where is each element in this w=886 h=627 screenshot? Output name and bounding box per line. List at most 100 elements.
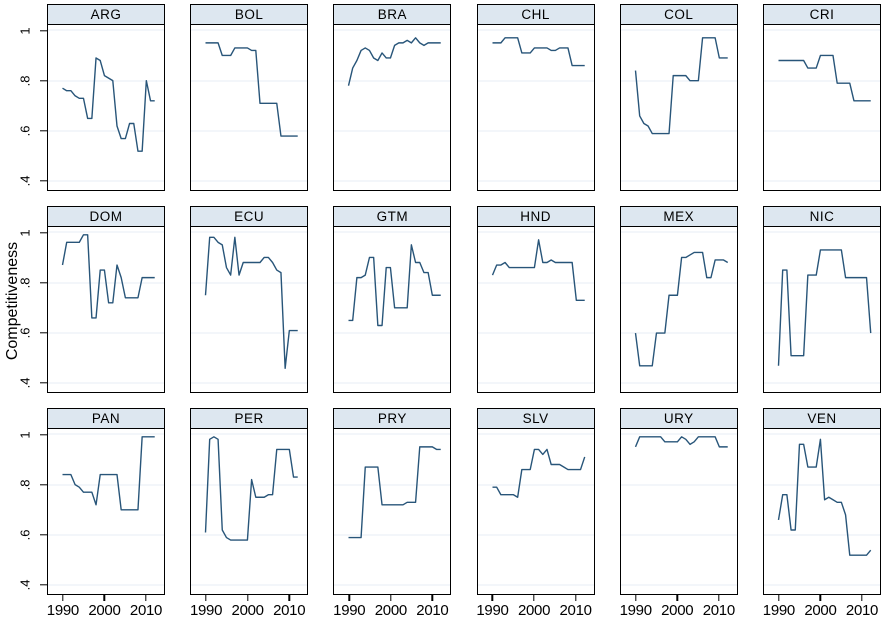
- x-tick-mark: [103, 594, 106, 601]
- panel-plot: [334, 429, 451, 594]
- y-tick-mark: [40, 332, 47, 334]
- gridline: [764, 80, 880, 82]
- x-tick-mark: [62, 594, 64, 601]
- y-tick-mark: [40, 180, 47, 182]
- gridline: [764, 382, 880, 384]
- x-tick-label: 1990: [762, 602, 795, 619]
- gridline: [620, 534, 737, 536]
- x-tick-label: 1990: [46, 602, 79, 619]
- series-line: [63, 235, 155, 318]
- series-line: [492, 38, 584, 66]
- y-tick-label: .8: [17, 75, 33, 87]
- x-tick-label: 2010: [559, 602, 592, 619]
- panel-plot: [48, 25, 164, 190]
- gridline: [334, 433, 451, 435]
- y-tick-label: 1: [17, 431, 33, 439]
- x-tick-label: 1990: [189, 602, 223, 619]
- panel-plot: [48, 227, 164, 392]
- gridline: [477, 382, 594, 384]
- gridline: [191, 231, 308, 233]
- x-tick-label: 2010: [845, 602, 879, 619]
- series-line: [349, 447, 441, 538]
- gridline: [620, 382, 737, 384]
- panel-PAN: PAN: [47, 408, 165, 595]
- x-tick-label: 2000: [374, 602, 407, 619]
- panel-title: BOL: [191, 5, 308, 25]
- x-tick-label: 2010: [273, 602, 306, 619]
- series-line: [779, 250, 871, 366]
- gridline: [620, 80, 737, 82]
- gridline: [620, 584, 737, 586]
- panel-plot: [764, 429, 880, 594]
- y-tick-mark: [40, 584, 47, 586]
- gridline: [334, 130, 451, 132]
- x-tick-label: 1990: [476, 602, 509, 619]
- series-line: [779, 439, 871, 555]
- y-tick-label: 1: [17, 229, 33, 237]
- y-tick-label: 1: [17, 27, 33, 35]
- gridline: [191, 484, 308, 486]
- gridline: [48, 231, 164, 233]
- x-tick-label: 1990: [333, 602, 366, 619]
- y-tick-mark: [40, 382, 47, 384]
- y-tick-mark: [40, 434, 47, 436]
- panel-title: ECU: [191, 207, 308, 227]
- x-tick-label: 2010: [129, 602, 163, 619]
- panel-CHL: CHL: [476, 4, 595, 191]
- y-tick-mark: [40, 484, 47, 486]
- panel-NIC: NIC: [763, 206, 881, 393]
- gridline: [334, 484, 451, 486]
- gridline: [764, 180, 880, 182]
- panel-title: GTM: [334, 207, 451, 227]
- x-tick-mark: [861, 594, 863, 601]
- panel-plot: [334, 25, 451, 190]
- gridline: [48, 29, 164, 31]
- panel-plot: [48, 429, 164, 594]
- gridline: [191, 584, 308, 586]
- gridline: [764, 332, 880, 334]
- series-line: [349, 245, 441, 326]
- gridline: [191, 130, 308, 132]
- gridline: [764, 29, 880, 31]
- panel-plot: [191, 25, 308, 190]
- gridline: [191, 382, 308, 384]
- panel-title: VEN: [764, 409, 880, 429]
- gridline: [191, 80, 308, 82]
- gridline: [764, 231, 880, 233]
- gridline: [620, 180, 737, 182]
- y-tick-label: .8: [17, 479, 33, 491]
- y-axis-title: Competitiveness: [4, 241, 21, 361]
- x-tick-label: 2000: [231, 602, 264, 619]
- panel-plot: [620, 429, 737, 594]
- panel-plot: [477, 25, 594, 190]
- gridline: [334, 180, 451, 182]
- gridline: [764, 584, 880, 586]
- panel-title: ARG: [48, 5, 164, 25]
- panel-title: PAN: [48, 409, 164, 429]
- x-tick-mark: [288, 594, 290, 601]
- series-line: [349, 38, 441, 86]
- panel-HND: HND: [476, 206, 595, 393]
- x-tick-mark: [491, 594, 494, 601]
- x-tick-mark: [205, 594, 207, 601]
- panel-CRI: CRI: [763, 4, 881, 191]
- series-line: [635, 252, 727, 365]
- gridline: [764, 534, 880, 536]
- panel-title: DOM: [48, 207, 164, 227]
- gridline: [191, 332, 308, 334]
- gridline: [477, 584, 594, 586]
- series-line: [206, 237, 298, 368]
- x-tick-mark: [778, 594, 780, 601]
- gridline: [48, 382, 164, 384]
- y-tick-mark: [40, 232, 47, 234]
- gridline: [334, 29, 451, 31]
- gridline: [764, 433, 880, 435]
- series-line: [492, 449, 584, 497]
- panel-plot: [191, 227, 308, 392]
- panel-PER: PER: [190, 408, 309, 595]
- y-tick-label: .6: [17, 529, 33, 541]
- gridline: [191, 433, 308, 435]
- gridline: [477, 332, 594, 334]
- panel-MEX: MEX: [619, 206, 738, 393]
